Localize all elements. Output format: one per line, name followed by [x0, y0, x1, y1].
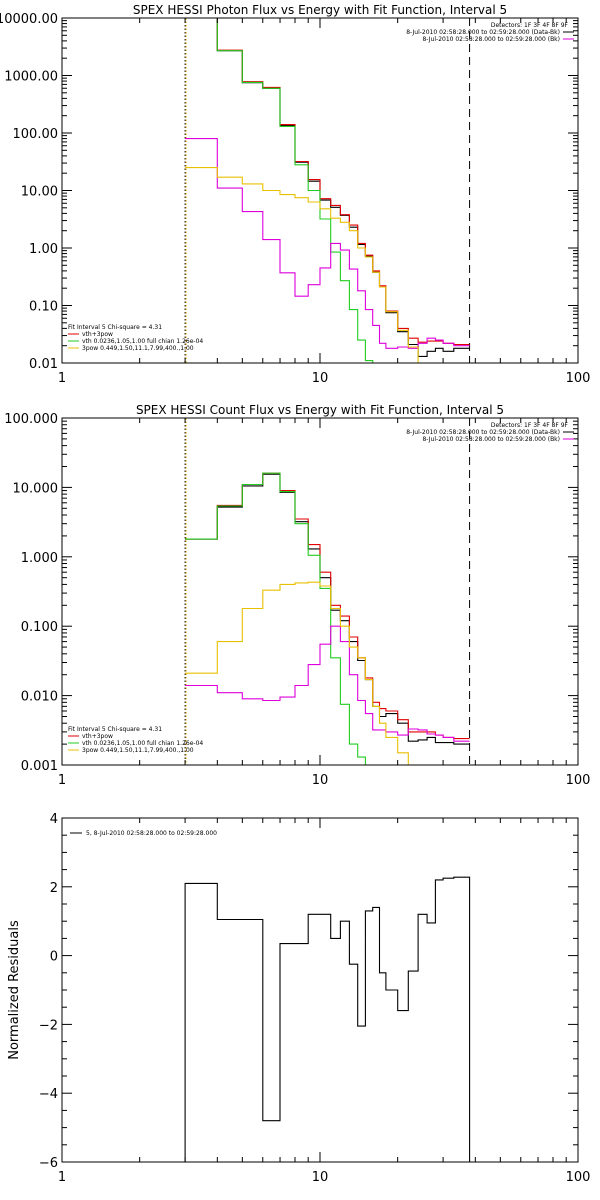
y-tick-label: 0.100 [21, 620, 58, 635]
x-tick-label: 1 [58, 1170, 66, 1185]
y-tick-label: −2 [39, 1018, 58, 1033]
y-tick-label: −4 [39, 1087, 58, 1102]
series-line-4 [185, 167, 419, 363]
photon-flux-chart: SPEX HESSI Photon Flux vs Energy with Fi… [0, 3, 591, 386]
series-line-1 [185, 472, 470, 740]
series-line-0 [216, 18, 470, 357]
chart-title: SPEX HESSI Count Flux vs Energy with Fit… [136, 403, 504, 417]
y-tick-label: 100.000 [4, 412, 58, 427]
info-line: 8-Jul-2010 02:58:28.000 to 02:59:28.000 … [422, 36, 560, 43]
legend-entry: vth 0.0236,1.05,1.00 full chian 1.26e-04 [82, 338, 203, 345]
y-tick-label: 0.01 [29, 357, 58, 372]
series-line-4 [185, 581, 419, 765]
legend-entry: Fit Interval 5 Chi-square = 4.31 [68, 324, 162, 331]
y-tick-label: 1000.00 [4, 70, 58, 85]
info-line: 8-Jul-2010 02:58:28.000 to 02:59:28.000 … [406, 29, 560, 36]
chart-title: SPEX HESSI Photon Flux vs Energy with Fi… [133, 3, 507, 17]
legend-entry: vth+3pow [82, 733, 113, 740]
y-tick-label: −6 [39, 1156, 58, 1171]
residuals-chart: 1 10 100 −6 −4 −2 0 2 4 Normalized Residuals 5, 8-… [7, 812, 590, 1185]
y-tick-label: 4 [50, 812, 58, 827]
x-tick-label: 10 [312, 773, 329, 788]
y-tick-label: 100.00 [13, 127, 59, 142]
legend-entry: 3pow 0.449,1.50,11.1,7.99,400.,1.00 [82, 345, 194, 352]
count-flux-chart: SPEX HESSI Count Flux vs Energy with Fit… [4, 403, 591, 788]
x-tick-label: 100 [566, 773, 591, 788]
plot-frame [61, 417, 579, 766]
series-line-2 [216, 18, 374, 363]
x-tick-label: 1 [58, 371, 66, 386]
y-tick-label: 0 [50, 950, 58, 965]
info-line: 8-Jul-2010 02:58:28.000 to 02:59:28.000 … [406, 429, 560, 436]
legend-entry: 5, 8-Jul-2010 02:58:28.000 to 02:59:28.0… [86, 830, 217, 837]
y-tick-label: 0.010 [21, 690, 58, 705]
y-tick-label: 1.00 [29, 242, 58, 257]
info-line: Detectors: 1F 3F 4F 8F 9F [491, 22, 569, 29]
x-tick-label: 10 [312, 1170, 329, 1185]
legend-entry: vth+3pow [82, 331, 113, 338]
info-line: Detectors: 1F 3F 4F 8F 9F [491, 422, 569, 429]
series-line-0 [184, 876, 471, 1162]
legend-entry: Fit Interval 5 Chi-square = 4.31 [68, 726, 162, 733]
series-line-3 [185, 138, 470, 349]
x-tick-label: 100 [566, 371, 591, 386]
y-tick-label: 0.001 [21, 759, 58, 774]
series-line-1 [216, 18, 470, 346]
x-tick-label: 10 [312, 371, 329, 386]
x-tick-label: 100 [566, 1170, 591, 1185]
plot-frame [61, 817, 579, 1163]
series-line-2 [185, 472, 366, 765]
y-axis-label: Normalized Residuals [7, 920, 22, 1060]
series-line-3 [185, 625, 470, 742]
y-tick-label: 1.000 [21, 551, 58, 566]
y-tick-label: 10.00 [21, 185, 58, 200]
legend-entry: 3pow 0.449,1.50,11.1,7.99,400.,1.00 [82, 747, 194, 754]
y-tick-label: 10000.00 [0, 12, 58, 27]
x-tick-label: 1 [58, 773, 66, 788]
legend-entry: vth 0.0236,1.05,1.00 full chian 1.26e-04 [82, 740, 203, 747]
y-tick-label: 2 [50, 881, 58, 896]
y-tick-label: 0.10 [29, 300, 58, 315]
y-tick-label: 10.000 [13, 481, 59, 496]
series-line-0 [185, 473, 470, 745]
info-line: 8-Jul-2010 02:58:28.000 to 02:59:28.000 … [422, 436, 560, 443]
